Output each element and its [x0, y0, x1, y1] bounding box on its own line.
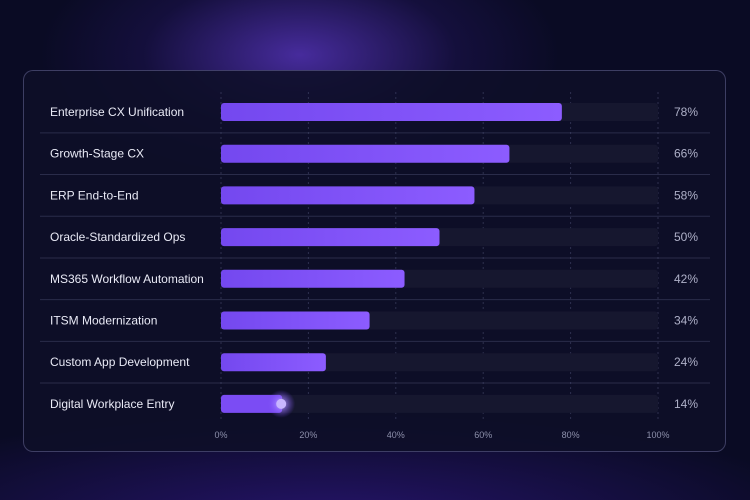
- x-tick-label: 80%: [562, 430, 580, 440]
- bar-row: Growth-Stage CX 66%: [50, 144, 698, 163]
- value-label: 50%: [674, 230, 698, 244]
- category-label: ERP End-to-End: [50, 188, 139, 202]
- bar-track: [221, 394, 658, 413]
- value-label: 42%: [674, 272, 698, 286]
- x-tick-label: 0%: [214, 430, 227, 440]
- value-label: 58%: [674, 188, 698, 202]
- bar: [221, 144, 510, 163]
- rows-layer: Enterprise CX Unification 78% Growth-Stage…: [50, 103, 698, 418]
- category-label: Oracle-Standardized Ops: [50, 230, 185, 244]
- x-tick-label: 60%: [474, 430, 492, 440]
- bar-row: Digital Workplace Entry 14%: [50, 389, 698, 418]
- x-axis: 0% 20% 40% 60% 80% 100%: [214, 430, 669, 440]
- value-label: 34%: [674, 314, 698, 328]
- value-label: 78%: [674, 105, 698, 119]
- bar: [221, 103, 562, 121]
- bar: [221, 353, 326, 372]
- value-marker: [276, 398, 287, 409]
- bar: [221, 394, 283, 413]
- bar-row: Enterprise CX Unification 78%: [50, 103, 698, 121]
- category-label: Digital Workplace Entry: [50, 397, 175, 411]
- category-label: MS365 Workflow Automation: [50, 272, 204, 286]
- value-label: 24%: [674, 355, 698, 369]
- bar: [221, 311, 370, 330]
- category-label: ITSM Modernization: [50, 314, 157, 328]
- bar: [221, 269, 405, 288]
- bar-row: Oracle-Standardized Ops 50%: [50, 228, 698, 247]
- category-label: Growth-Stage CX: [50, 147, 144, 161]
- x-tick-label: 20%: [299, 430, 317, 440]
- value-label: 14%: [674, 397, 698, 411]
- category-label: Enterprise CX Unification: [50, 105, 184, 119]
- value-label: 66%: [674, 147, 698, 161]
- bar-track: [221, 353, 658, 372]
- bar-row: ITSM Modernization 34%: [50, 311, 698, 330]
- category-label: Custom App Development: [50, 355, 190, 369]
- x-tick-label: 40%: [387, 430, 405, 440]
- bar-row: Custom App Development 24%: [50, 353, 698, 372]
- x-tick-label: 100%: [646, 430, 669, 440]
- bar: [221, 186, 475, 205]
- bar: [221, 228, 440, 247]
- bar-row: MS365 Workflow Automation 42%: [50, 269, 698, 288]
- grid-layer: [40, 92, 710, 420]
- chart-panel: [23, 70, 726, 452]
- bar-row: ERP End-to-End 58%: [50, 186, 698, 205]
